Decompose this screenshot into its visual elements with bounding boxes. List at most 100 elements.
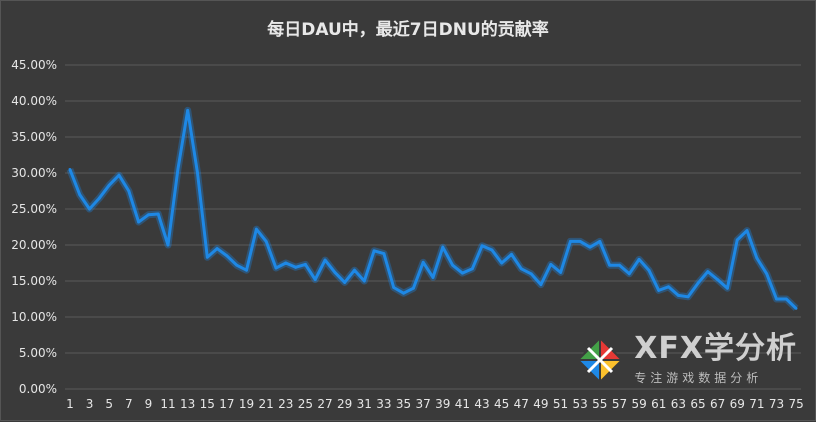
y-tick-label: 25.00% [11,202,57,216]
data-point [529,272,533,276]
y-tick-label: 30.00% [11,166,57,180]
x-tick-label: 29 [337,397,352,411]
data-point [205,255,209,259]
y-tick-label: 40.00% [11,94,57,108]
data-point [667,285,670,289]
data-point [156,212,160,216]
data-point [88,207,91,211]
data-point [78,193,82,197]
x-tick-label: 65 [690,397,705,411]
data-point [107,183,111,187]
y-tick-label: 5.00% [19,346,57,360]
data-point [706,270,710,274]
data-point [411,286,415,290]
data-point [353,268,356,272]
data-point [451,263,455,267]
data-point [794,306,798,310]
x-tick-label: 39 [435,397,450,411]
data-point [431,276,435,279]
data-point [294,265,298,269]
data-point [716,278,719,281]
data-point [461,271,464,275]
data-point [343,281,347,284]
data-point [755,256,759,260]
watermark: XFX学分析 专注游戏数据分析 [574,333,797,386]
data-point [519,267,523,271]
x-tick-label: 49 [533,397,548,411]
x-tick-label: 15 [200,397,215,411]
x-tick-label: 75 [788,397,803,411]
x-tick-label: 37 [416,397,431,411]
x-tick-label: 7 [125,397,133,411]
y-tick-label: 15.00% [11,274,57,288]
data-point [637,258,641,261]
x-tick-label: 35 [396,397,411,411]
x-tick-label: 59 [631,397,646,411]
data-point [480,244,484,248]
x-tick-label: 9 [145,397,153,411]
data-point [686,295,690,299]
data-point [333,270,337,274]
x-tick-label: 47 [514,397,529,411]
data-point [618,263,621,267]
data-point [196,171,199,175]
x-tick-label: 11 [160,397,175,411]
data-point [274,266,278,270]
data-point [696,281,700,285]
x-tick-label: 21 [259,397,274,411]
data-point [598,240,602,243]
data-point [578,240,582,243]
data-point [254,227,258,231]
data-point [745,229,749,233]
data-point [421,260,425,264]
y-tick-label: 20.00% [11,238,57,252]
x-tick-label: 5 [105,397,113,411]
data-point [127,189,131,193]
data-point [588,245,592,249]
data-point [470,267,474,271]
x-tick-label: 63 [671,397,686,411]
data-point [137,220,141,224]
xfx-logo-icon [575,335,625,384]
x-tick-label: 57 [612,397,627,411]
data-point [97,196,101,200]
data-point [147,213,150,217]
data-point [215,247,219,251]
x-tick-label: 45 [494,397,509,411]
data-point [382,252,386,256]
data-point [372,249,376,253]
data-point [608,263,612,267]
data-point [500,261,504,265]
x-tick-label: 67 [710,397,725,411]
data-point [490,248,494,252]
data-point [392,286,396,289]
data-point [166,243,170,247]
data-point [284,261,288,265]
data-point [117,173,121,177]
x-tick-label: 73 [769,397,784,411]
y-tick-label: 10.00% [11,310,57,324]
x-tick-label: 17 [219,397,234,411]
x-tick-label: 3 [86,397,94,411]
y-tick-label: 45.00% [11,58,57,72]
x-tick-label: 41 [455,397,470,411]
data-point [304,263,307,266]
x-tick-label: 1 [66,397,74,411]
data-point [775,297,778,301]
data-point [510,252,513,256]
x-tick-label: 43 [474,397,489,411]
data-point [559,270,562,274]
data-point [186,108,190,112]
data-point [765,272,769,276]
x-tick-label: 33 [376,397,391,411]
x-tick-label: 71 [749,397,764,411]
data-point [627,272,631,276]
data-point [313,278,317,281]
watermark-brand: XFX学分析 [634,331,797,366]
y-axis-ticks: 0.00% 5.00% 10.00% 15.00% 20.00% 25.00% 30.00%… [11,58,57,396]
data-point [264,240,268,243]
data-point [568,240,572,243]
y-tick-label: 35.00% [11,130,57,144]
x-tick-label: 69 [730,397,745,411]
